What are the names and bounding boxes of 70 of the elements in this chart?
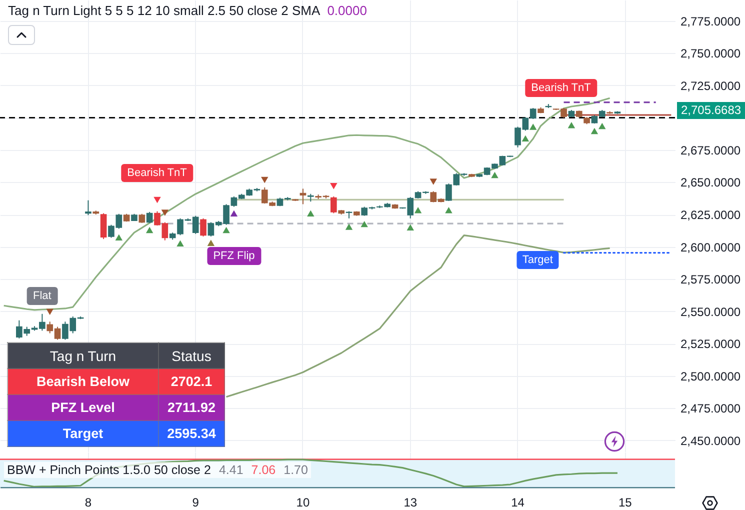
point xyxy=(345,224,353,230)
annotation: 2711.92 xyxy=(158,394,224,420)
candlestick xyxy=(146,211,153,224)
point xyxy=(307,210,314,216)
point xyxy=(598,122,606,130)
annotation: 1.70 xyxy=(284,463,308,477)
y-tick-label: 2,550.0000 xyxy=(680,304,741,319)
y-tick-label: 2,450.0000 xyxy=(680,434,741,448)
point xyxy=(330,182,338,190)
annotation: Tag n Turn xyxy=(8,342,158,368)
point xyxy=(590,128,598,134)
y-tick-label: 2,575.0000 xyxy=(680,272,741,287)
annotation: PFZ Flip xyxy=(207,247,261,265)
x-tick-label: 8 xyxy=(84,496,92,510)
point xyxy=(568,122,576,128)
y-tick-label: 2,725.0000 xyxy=(680,78,741,93)
candlestick xyxy=(200,218,206,237)
annotation: 2595.34 xyxy=(158,420,224,446)
annotation: 4.41 xyxy=(218,463,244,477)
point xyxy=(46,308,54,315)
point xyxy=(146,226,154,234)
point xyxy=(261,176,268,184)
annotation: Flat xyxy=(27,286,58,305)
point xyxy=(529,124,537,130)
point xyxy=(491,172,498,178)
candlestick xyxy=(138,213,146,224)
annotation: Target xyxy=(8,420,158,446)
point xyxy=(222,226,230,234)
point xyxy=(522,135,530,142)
candlestick xyxy=(100,212,107,240)
candlestick xyxy=(330,196,337,214)
chart-subtitle: 0.0000 xyxy=(327,3,367,18)
point xyxy=(154,196,161,204)
x-tick-label: 9 xyxy=(192,496,200,510)
point xyxy=(207,240,215,246)
y-tick-label: 2,600.0000 xyxy=(680,240,741,254)
point xyxy=(445,207,452,214)
chart-title: Tag n Turn Light 5 5 5 12 10 small 2.5 50 close 2 SMA xyxy=(8,3,320,18)
point xyxy=(360,220,368,228)
point xyxy=(430,178,437,185)
x-tick-label: 13 xyxy=(404,496,418,510)
y-tick-label: 2,500.0000 xyxy=(680,369,741,384)
x-tick-label: 14 xyxy=(511,496,525,510)
annotation: Bearish Below xyxy=(8,368,158,394)
point xyxy=(230,210,238,216)
y-tick-label: 2,475.0000 xyxy=(680,402,741,416)
point xyxy=(176,240,184,247)
y-tick-label: 2,525.0000 xyxy=(680,337,741,352)
annotation: Target xyxy=(516,250,559,269)
chart-title: BBW + Pinch Points 1.5.0 50 close 2 xyxy=(7,463,211,477)
annotation: Bearish TnT xyxy=(121,164,193,182)
point xyxy=(406,224,414,231)
y-tick-label: 2,625.0000 xyxy=(680,208,741,222)
annotation: 2702.1 xyxy=(158,368,224,394)
candlestick xyxy=(85,200,92,216)
y-tick-label: 2,775.0000 xyxy=(680,14,741,28)
x-tick-label: 10 xyxy=(296,496,310,510)
annotation: Status xyxy=(158,342,224,368)
point xyxy=(414,207,422,214)
point xyxy=(161,210,169,216)
point xyxy=(115,234,122,240)
annotation: PFZ Level xyxy=(8,394,158,420)
text: 2,705.6683 xyxy=(677,102,745,119)
y-tick-label: 2,750.0000 xyxy=(680,46,741,61)
y-tick-label: 2,650.0000 xyxy=(680,176,741,190)
y-tick-label: 2,675.0000 xyxy=(680,143,741,158)
x-tick-label: 15 xyxy=(618,496,632,510)
annotation: 7.06 xyxy=(251,463,276,477)
candlestick xyxy=(300,188,306,205)
annotation: Bearish TnT xyxy=(525,79,597,97)
